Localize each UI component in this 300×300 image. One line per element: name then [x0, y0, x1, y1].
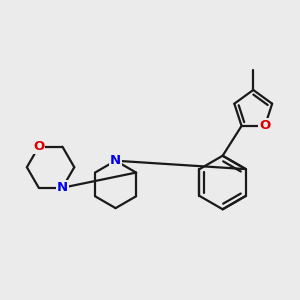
- Text: N: N: [57, 181, 68, 194]
- Text: O: O: [33, 140, 44, 153]
- Text: N: N: [110, 154, 121, 167]
- Text: O: O: [259, 119, 271, 132]
